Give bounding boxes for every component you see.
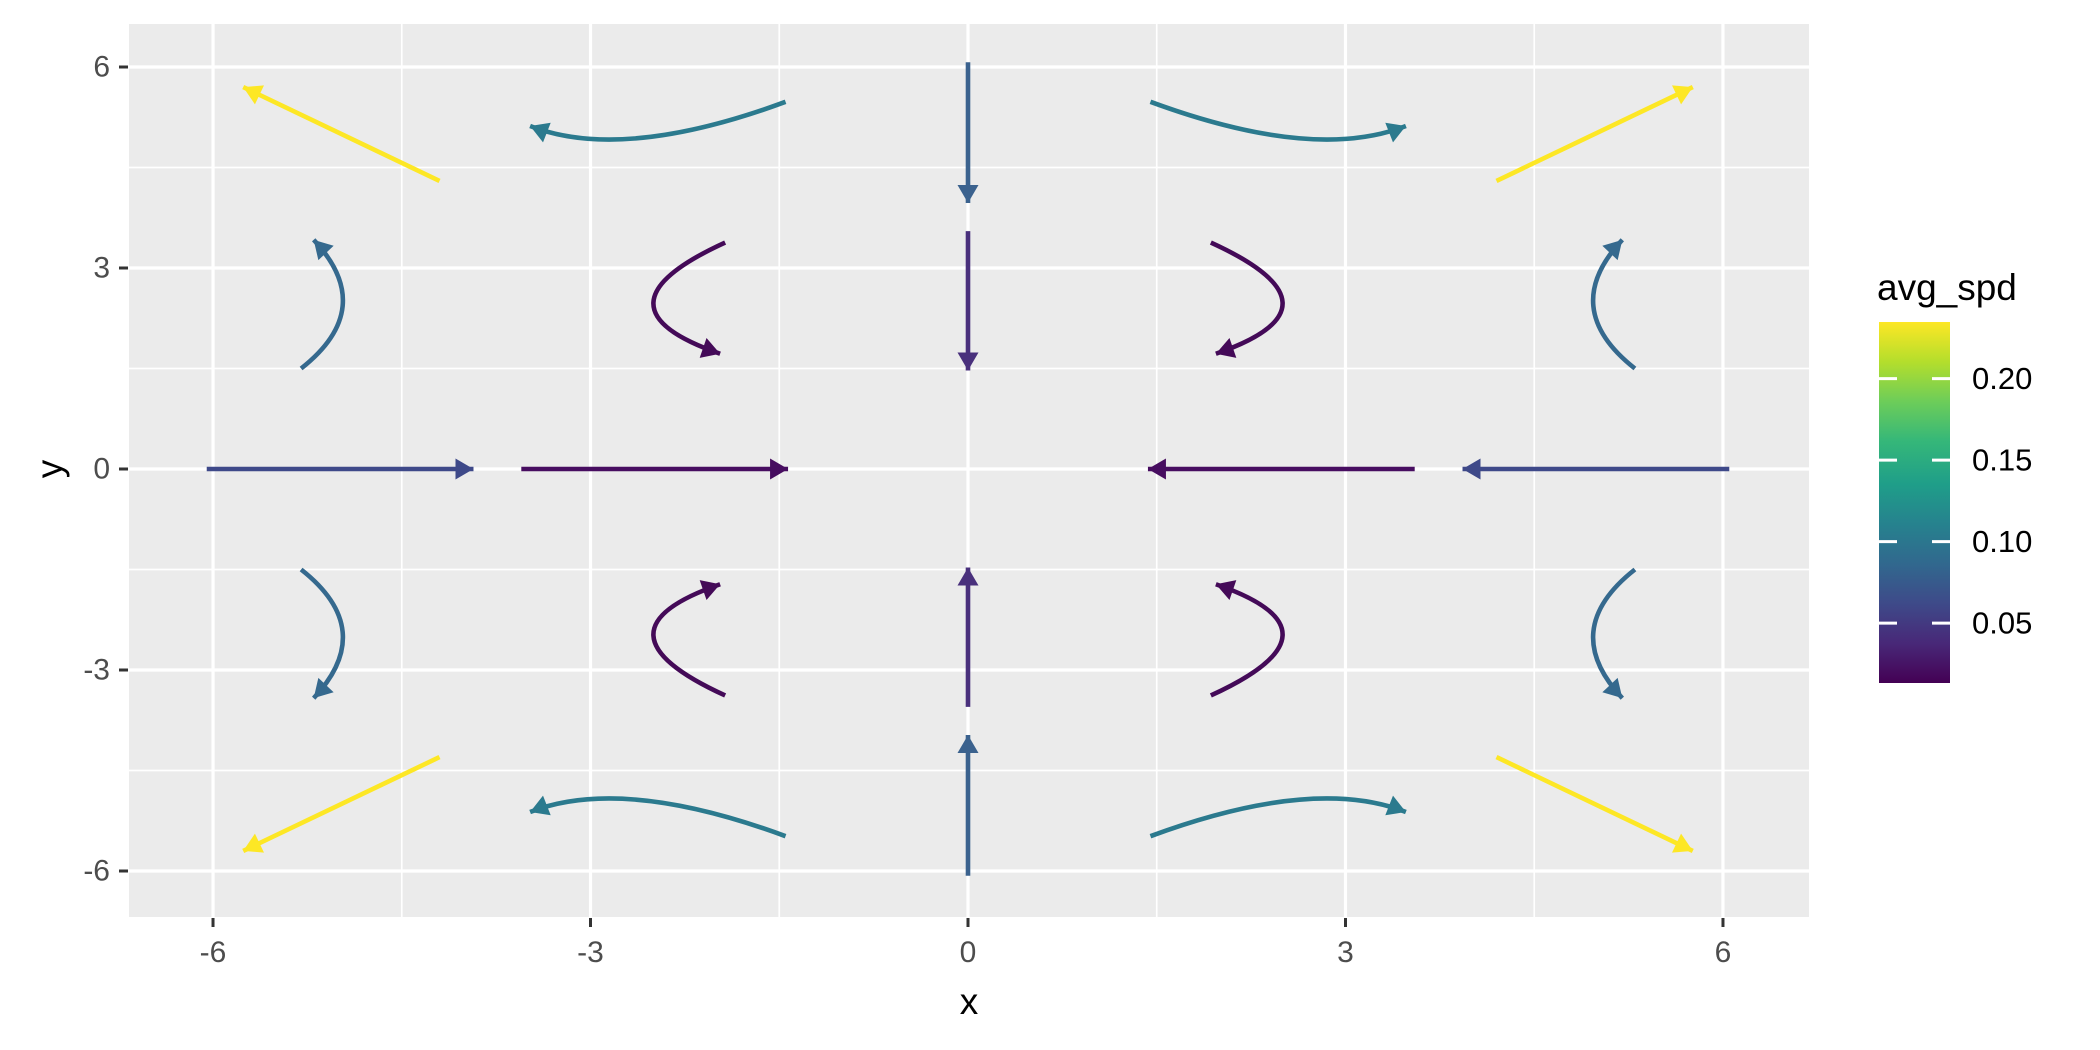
arrow-path <box>242 85 441 183</box>
arrow-head <box>1215 580 1237 601</box>
legend-colorbar <box>1879 322 1950 683</box>
streamline-arrow <box>1209 580 1285 698</box>
arrow-head <box>1672 85 1693 105</box>
streamline-arrow <box>1495 85 1694 183</box>
arrow-head <box>699 580 721 601</box>
axis-tick-labels: -6 -3 0 3 6 -6 -3 0 3 6 <box>83 51 1731 970</box>
arrow-head <box>243 85 264 105</box>
arrow-path <box>651 582 727 698</box>
y-tick-label: 3 <box>93 252 110 285</box>
streamline-arrow <box>1590 238 1637 371</box>
arrow-head <box>1602 239 1623 261</box>
streamline-arrow <box>957 62 979 204</box>
arrow-head <box>313 677 334 699</box>
arrow-path <box>1495 85 1694 183</box>
arrow-head <box>957 567 979 586</box>
arrow-head <box>313 239 334 261</box>
arrow-path <box>299 567 346 700</box>
legend-tick-label: 0.10 <box>1972 524 2032 559</box>
legend-title: avg_spd <box>1877 267 2017 308</box>
arrow-path <box>651 240 727 356</box>
legend-tick-marks <box>1879 377 1950 625</box>
streamline-arrow <box>957 734 979 876</box>
y-tick-label: 0 <box>93 453 110 486</box>
arrow-path <box>1209 240 1285 356</box>
arrow-head <box>455 458 474 480</box>
arrow-head <box>1385 795 1406 816</box>
y-tick-label: -3 <box>83 654 110 687</box>
streamline-arrow <box>529 99 787 143</box>
arrow-path <box>1149 796 1407 839</box>
y-tick-label: 6 <box>93 51 110 84</box>
legend-tick-label: 0.15 <box>1972 443 2032 478</box>
arrow-head <box>770 458 789 480</box>
x-tick-label: 6 <box>1715 936 1732 969</box>
arrow-head <box>1672 833 1693 853</box>
streamline-arrow <box>1149 795 1407 839</box>
arrow-head <box>1385 122 1406 143</box>
y-tick-label: -6 <box>83 855 110 888</box>
streamline-arrow <box>957 231 979 371</box>
arrow-path <box>1495 755 1694 853</box>
x-tick-label: -3 <box>577 936 604 969</box>
streamline-arrows <box>206 62 1730 876</box>
arrow-head <box>957 185 979 204</box>
arrow-path <box>529 99 787 142</box>
x-tick-label: 3 <box>1337 936 1354 969</box>
streamline-arrow <box>299 567 346 700</box>
streamline-arrow <box>1590 567 1637 700</box>
arrow-head <box>243 833 264 853</box>
arrow-path <box>242 755 441 853</box>
x-tick-label: 0 <box>960 936 977 969</box>
streamline-arrow <box>1495 755 1694 853</box>
arrow-path <box>299 238 346 371</box>
arrow-path <box>1209 582 1285 698</box>
arrow-path <box>1590 567 1637 700</box>
legend-tick-label: 0.20 <box>1972 361 2032 396</box>
arrow-path <box>1149 99 1407 142</box>
legend: avg_spd 0.20 0.15 0.10 0.05 <box>1877 267 2032 683</box>
streamline-arrow <box>206 458 474 480</box>
y-axis-title: y <box>29 459 70 478</box>
streamline-arrow <box>651 240 727 358</box>
streamline-arrow <box>242 85 441 183</box>
legend-tick-labels: 0.20 0.15 0.10 0.05 <box>1972 361 2032 641</box>
arrow-path <box>1590 238 1637 371</box>
streamline-arrow <box>529 795 787 839</box>
arrow-head <box>957 734 979 753</box>
streamline-arrow <box>1462 458 1730 480</box>
streamline-arrow <box>1209 240 1285 358</box>
arrow-head <box>699 337 721 358</box>
streamline-arrow <box>299 238 346 371</box>
streamline-arrow <box>651 580 727 698</box>
streamline-arrow <box>957 567 979 707</box>
arrow-head <box>1147 458 1166 480</box>
streamline-arrow <box>1147 458 1415 480</box>
arrow-head <box>1215 337 1237 358</box>
arrow-path <box>529 796 787 839</box>
streamline-arrow <box>521 458 789 480</box>
axis-tick-marks <box>119 65 1725 927</box>
arrow-head <box>957 352 979 371</box>
x-axis-title: x <box>960 981 979 1022</box>
arrow-head <box>530 122 551 143</box>
streamline-arrow <box>242 755 441 853</box>
arrow-head <box>1602 677 1623 699</box>
x-tick-label: -6 <box>200 936 227 969</box>
arrow-head <box>530 795 551 816</box>
legend-tick-label: 0.05 <box>1972 606 2032 641</box>
arrow-head <box>1462 458 1481 480</box>
streamline-arrow <box>1149 99 1407 143</box>
